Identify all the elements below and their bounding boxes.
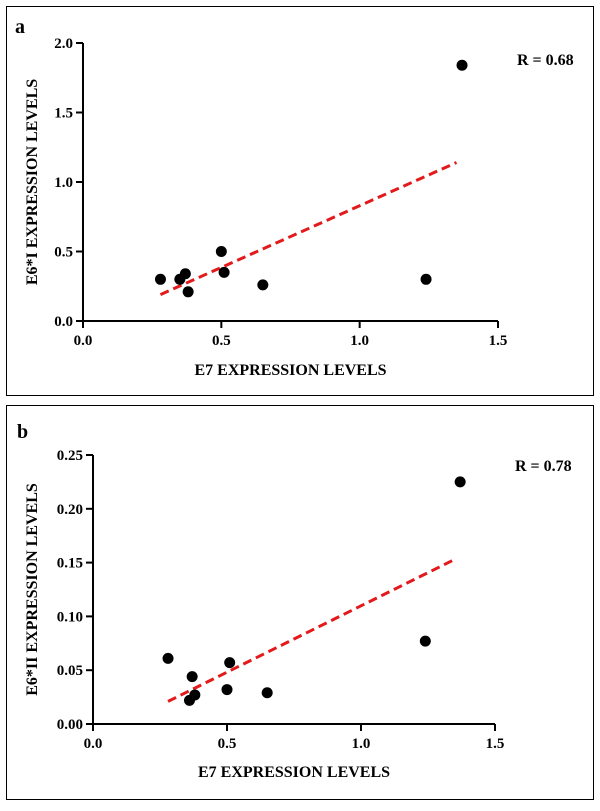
x-tick-label: 1.5 bbox=[486, 736, 505, 752]
r-value-annotation: R = 0.78 bbox=[515, 458, 572, 475]
data-point bbox=[189, 689, 201, 701]
data-point bbox=[179, 268, 191, 280]
data-point bbox=[456, 59, 468, 71]
x-tick-label: 0.5 bbox=[212, 333, 231, 349]
x-tick-label: 1.0 bbox=[352, 736, 371, 752]
x-axis-title: E7 EXPRESSION LEVELS bbox=[198, 764, 390, 781]
y-tick-label: 0.10 bbox=[57, 609, 83, 625]
x-tick-label: 0.5 bbox=[218, 736, 237, 752]
x-tick-label: 1.5 bbox=[489, 333, 508, 349]
y-axis-title: E6*II EXPRESSION LEVELS bbox=[24, 483, 41, 696]
x-tick-label: 1.0 bbox=[350, 333, 369, 349]
y-tick-label: 0.05 bbox=[57, 663, 83, 679]
y-tick-label: 2.0 bbox=[54, 36, 73, 52]
data-point bbox=[419, 635, 431, 647]
x-tick-label: 0.0 bbox=[84, 736, 103, 752]
trendline bbox=[159, 161, 458, 296]
data-point bbox=[182, 286, 194, 298]
panel-label: a bbox=[15, 16, 25, 38]
data-point bbox=[218, 266, 230, 278]
scatter-chart-a: 0.0 0.5 1.0 1.5 0.0 0.5 1.0 1.5 2.0 a R = 0.68 E7 E… bbox=[15, 16, 574, 379]
data-point bbox=[224, 657, 236, 669]
trendline bbox=[167, 558, 456, 703]
x-tick-label: 0.0 bbox=[74, 333, 93, 349]
data-point bbox=[221, 684, 233, 696]
data-point bbox=[454, 476, 466, 488]
chart-panel-a: 0.0 0.5 1.0 1.5 0.0 0.5 1.0 1.5 2.0 a R = 0.68 E7 E… bbox=[6, 6, 594, 396]
y-tick-label: 0.25 bbox=[57, 448, 83, 464]
x-axis-title: E7 EXPRESSION LEVELS bbox=[194, 362, 386, 379]
y-tick-label: 0.5 bbox=[54, 245, 73, 261]
y-tick-label: 0.20 bbox=[57, 502, 83, 518]
chart-panel-b: 0.0 0.5 1.0 1.5 0.00 0.05 0.10 0.15 0.20 0.25 b R =… bbox=[6, 405, 594, 800]
y-tick-label: 0.0 bbox=[54, 314, 73, 330]
y-tick-label: 1.0 bbox=[54, 175, 73, 191]
data-point bbox=[186, 671, 198, 683]
r-value-annotation: R = 0.68 bbox=[517, 52, 574, 69]
data-point bbox=[215, 246, 227, 257]
data-point bbox=[154, 273, 166, 285]
y-tick-label: 0.15 bbox=[57, 556, 83, 572]
data-point bbox=[162, 652, 174, 664]
y-tick-label: 0.00 bbox=[57, 717, 83, 733]
data-point bbox=[420, 273, 432, 285]
scatter-chart-b: 0.0 0.5 1.0 1.5 0.00 0.05 0.10 0.15 0.20 0.25 b R =… bbox=[17, 421, 572, 781]
y-axis-title: E6*I EXPRESSION LEVELS bbox=[24, 79, 41, 285]
data-point bbox=[261, 687, 273, 699]
panel-label: b bbox=[17, 421, 28, 443]
data-point bbox=[257, 279, 269, 291]
y-tick-label: 1.5 bbox=[54, 106, 73, 122]
